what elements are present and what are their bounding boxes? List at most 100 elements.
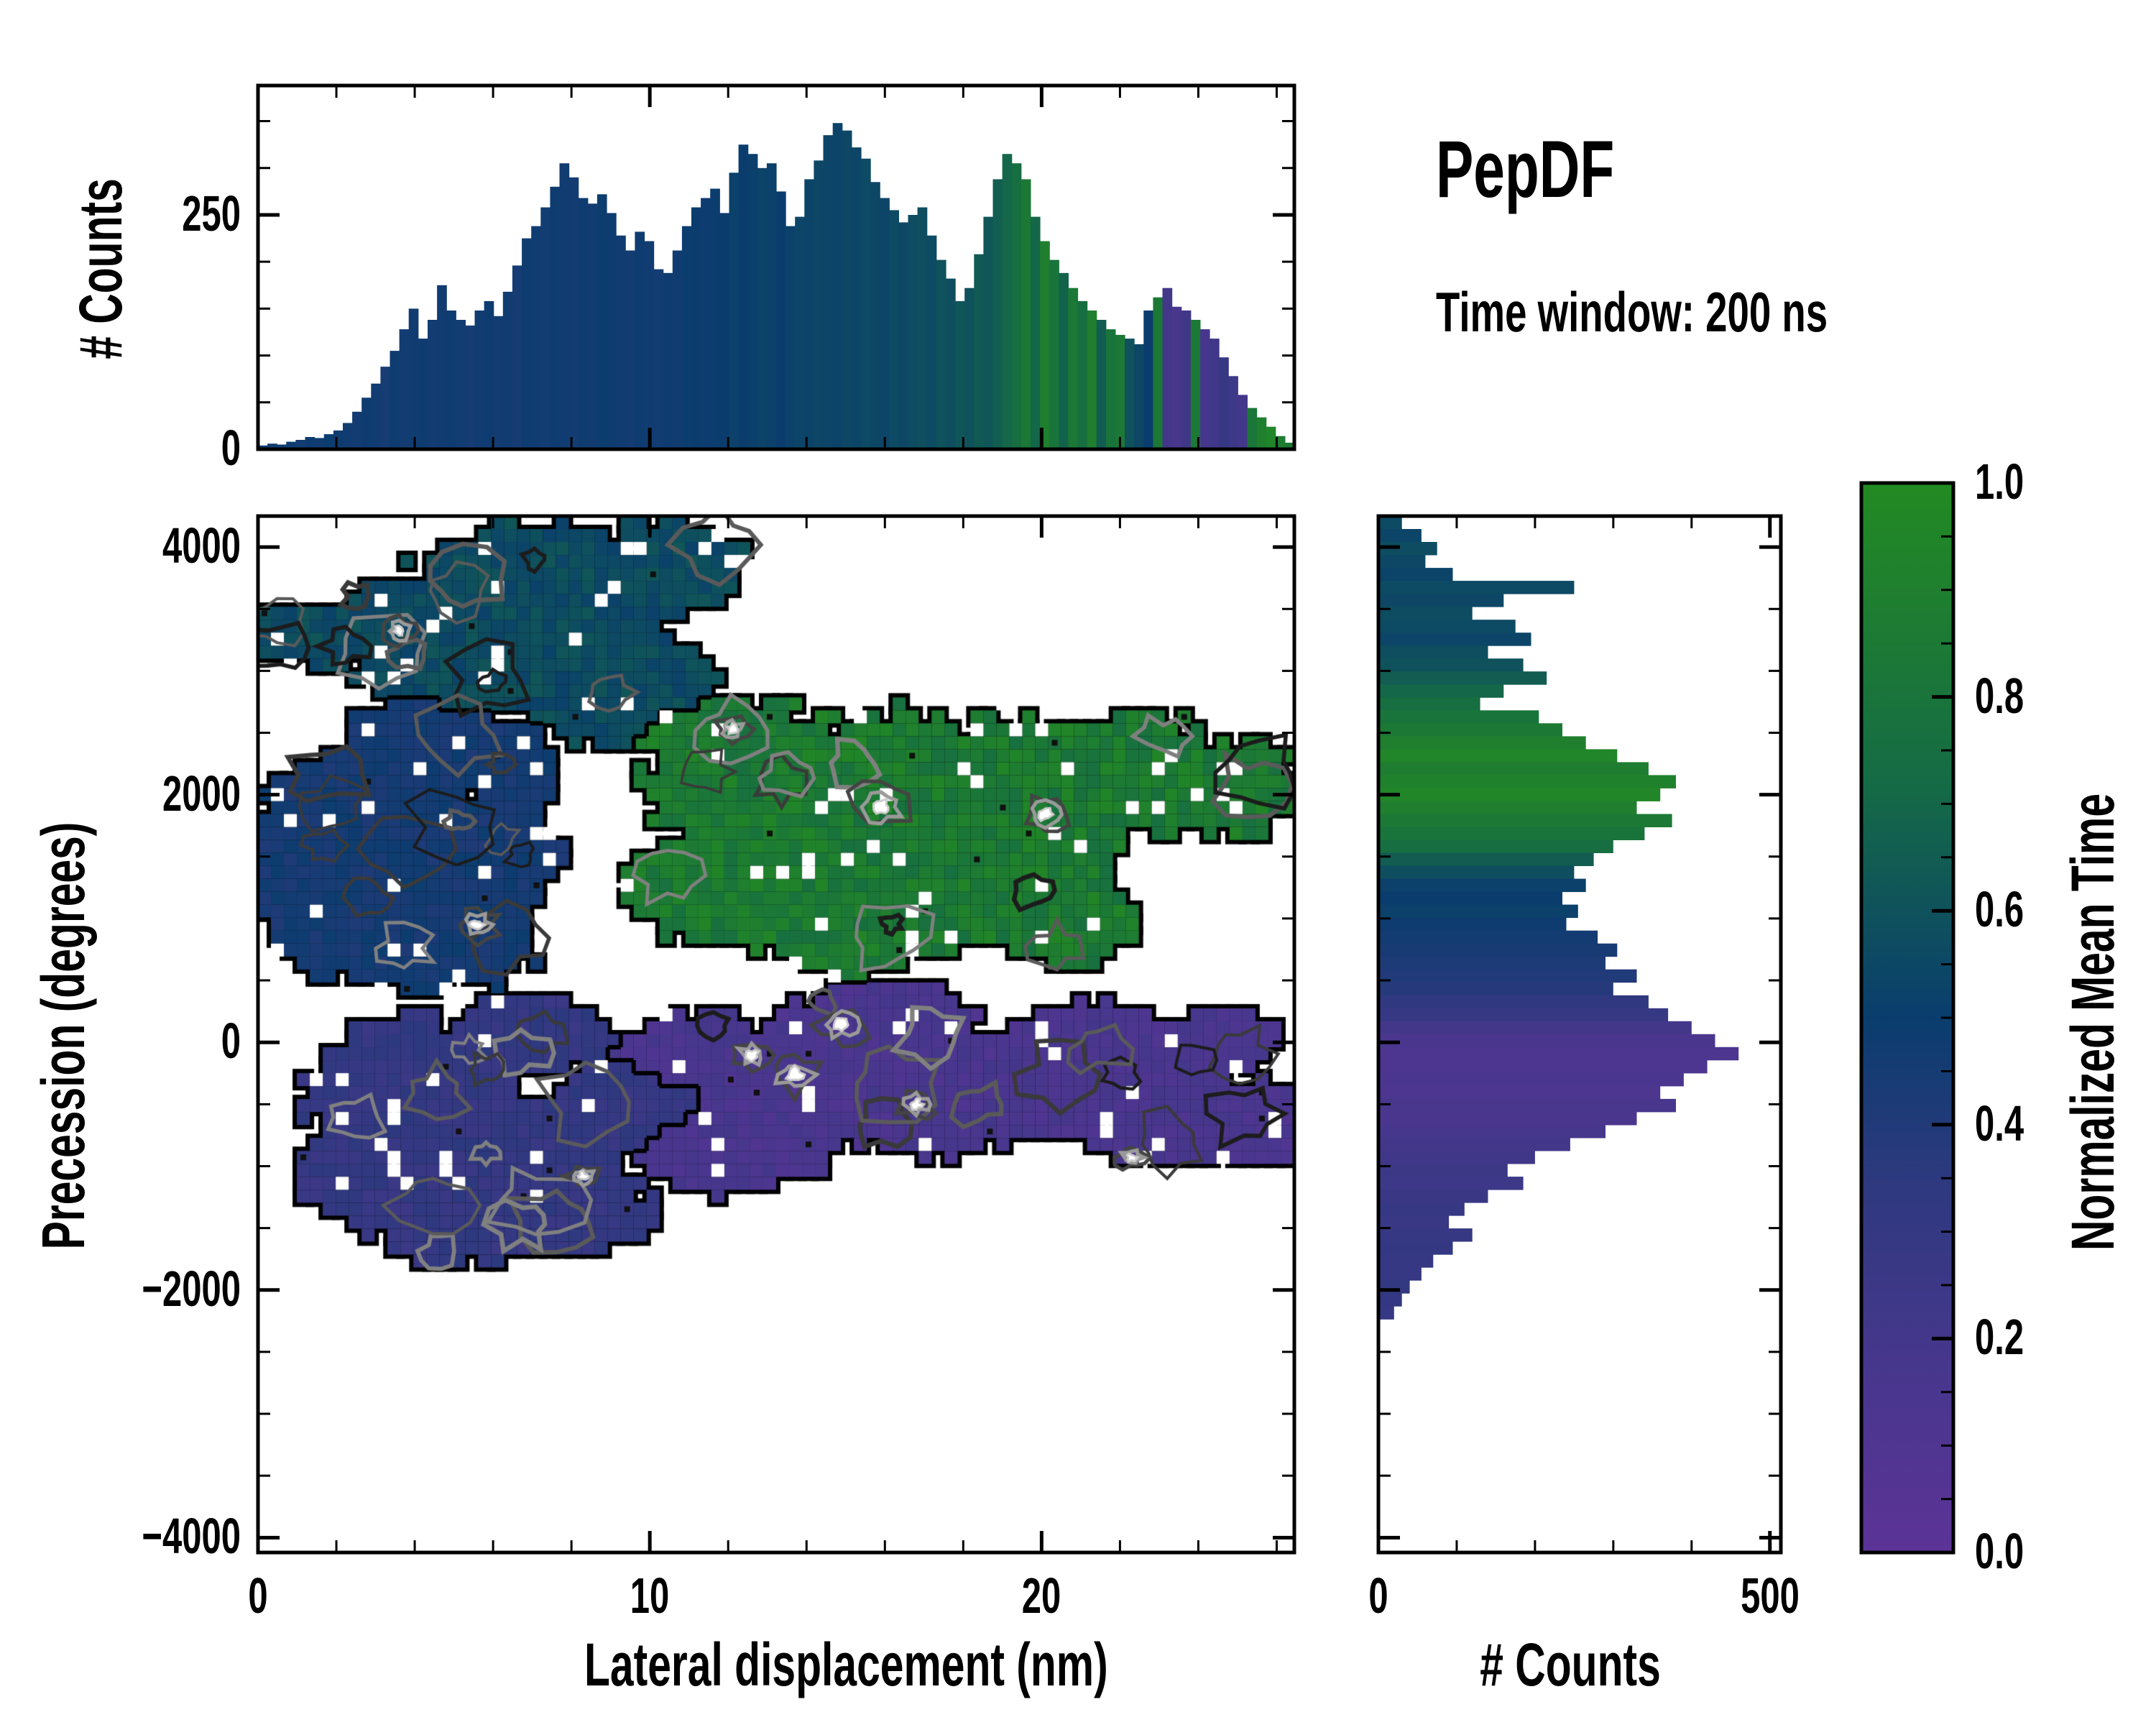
top-hist-bar — [333, 430, 344, 449]
main-ytick-label: 2000 — [162, 765, 241, 822]
top-hist-bar — [456, 320, 466, 449]
top-hist-bar — [568, 177, 579, 450]
top-hist-bar — [1105, 329, 1116, 449]
right-hist-bar — [1378, 620, 1516, 633]
top-hist-bar — [1153, 297, 1164, 449]
top-hist-bar — [446, 310, 456, 449]
main-frame — [256, 514, 1296, 1555]
right-hist-bar — [1378, 865, 1575, 880]
right-hist-bar — [1378, 1215, 1450, 1229]
figure-title: PepDF — [1436, 124, 1615, 214]
colorbar-tick-label: 0.8 — [1975, 667, 2024, 724]
right-hist-bar — [1378, 1098, 1676, 1113]
top-hist-bar — [484, 300, 494, 449]
right-hist-bar — [1378, 801, 1637, 814]
top-hist-bar — [267, 443, 277, 449]
top-hist-bar — [691, 207, 701, 449]
top-hist-bar — [1030, 216, 1041, 449]
main-ytick-label: −4000 — [142, 1508, 241, 1565]
right-hist-bar — [1378, 749, 1618, 763]
top-hist-bar — [1171, 306, 1182, 449]
right-hist-xtick-label: 500 — [1740, 1568, 1800, 1624]
right-hist-bar — [1378, 1059, 1708, 1074]
top-hist-bar — [1284, 442, 1295, 449]
top-hist-ytick-label: 0 — [221, 420, 241, 476]
top-hist-bar — [804, 179, 814, 449]
right-hist-bar — [1378, 852, 1594, 866]
top-hist-bar — [1190, 320, 1201, 449]
top-hist-bar — [550, 186, 561, 449]
top-hist-bar — [428, 320, 438, 449]
right-hist-bar — [1378, 529, 1422, 543]
top-hist-bar — [502, 291, 513, 449]
top-hist-bar — [786, 226, 796, 449]
top-hist-bar — [1266, 426, 1276, 449]
top-hist-bar — [814, 160, 824, 450]
right-hist-bar — [1378, 788, 1661, 801]
right-hist-bar — [1378, 594, 1504, 607]
right-hist-bar — [1378, 555, 1426, 569]
top-hist-bar — [908, 215, 918, 449]
top-hist-bar — [522, 238, 532, 449]
top-hist-bar — [1021, 179, 1031, 449]
top-hist-bar — [635, 231, 645, 449]
top-hist-bar — [936, 259, 946, 449]
top-hist-bar — [1002, 154, 1013, 449]
top-hist-bar — [738, 144, 749, 449]
top-hist-bar — [474, 310, 485, 449]
right-hist-bar — [1378, 607, 1473, 620]
top-hist-bar — [1228, 376, 1238, 449]
top-hist-bar — [465, 325, 476, 449]
colorbar-tick-label: 0.0 — [1975, 1523, 2024, 1579]
top-hist-bar — [776, 191, 786, 449]
right-hist-bar — [1378, 632, 1531, 646]
top-hist-bar — [1210, 339, 1220, 449]
top-hist-bar — [898, 222, 909, 449]
top-hist-bar — [437, 285, 447, 449]
top-hist-bar — [596, 194, 607, 449]
right-hist-bar — [1378, 697, 1480, 711]
top-hist-bar — [607, 213, 617, 449]
top-hist-bar — [314, 438, 325, 449]
right-hist-xlabel: # Counts — [1480, 1631, 1661, 1698]
figure-subtitle: Time window: 200 ns — [1436, 280, 1828, 344]
right-hist-bar — [1378, 568, 1453, 581]
top-hist-bar — [1068, 288, 1079, 449]
right-hist-bar — [1378, 943, 1618, 957]
top-hist-bar — [531, 226, 541, 449]
right-hist-bar — [1378, 671, 1547, 685]
top-hist-bar — [493, 316, 504, 449]
top-hist-bar — [1011, 163, 1022, 449]
right-hist-bar — [1378, 878, 1586, 893]
top-hist-bar — [1275, 436, 1286, 449]
right-hist-bar — [1378, 827, 1645, 840]
right-hist-bar — [1378, 1151, 1535, 1164]
top-hist-bar — [964, 288, 975, 449]
top-hist-bar — [1049, 259, 1059, 449]
right-hist-bar — [1378, 658, 1524, 672]
top-hist-bar — [766, 163, 777, 449]
top-hist-bar — [380, 367, 391, 449]
right-hist-bar — [1378, 645, 1488, 659]
top-hist-bar — [361, 397, 372, 449]
right-hist-bar — [1378, 1125, 1606, 1138]
top-hist-bar — [1256, 417, 1267, 449]
colorbar-tick-label: 0.4 — [1975, 1095, 2024, 1151]
top-hist-bar — [323, 434, 334, 449]
right-hist-bar — [1378, 917, 1567, 932]
top-hist-bar — [983, 216, 994, 449]
right-hist-bar — [1378, 1138, 1570, 1151]
top-hist-bar — [399, 329, 410, 449]
top-hist-bar — [1087, 310, 1097, 449]
top-hist-bar — [861, 158, 871, 449]
top-hist-bar — [625, 250, 635, 449]
top-hist-bar — [390, 351, 400, 449]
top-hist-bar — [512, 265, 522, 449]
top-hist-bar — [842, 130, 852, 449]
top-hist-bar — [1115, 334, 1125, 449]
right-hist-bar — [1378, 1072, 1684, 1087]
right-hist-bar — [1378, 1021, 1692, 1035]
top-hist-ytick-label: 250 — [182, 185, 241, 242]
right-hist-bar — [1378, 1112, 1637, 1126]
